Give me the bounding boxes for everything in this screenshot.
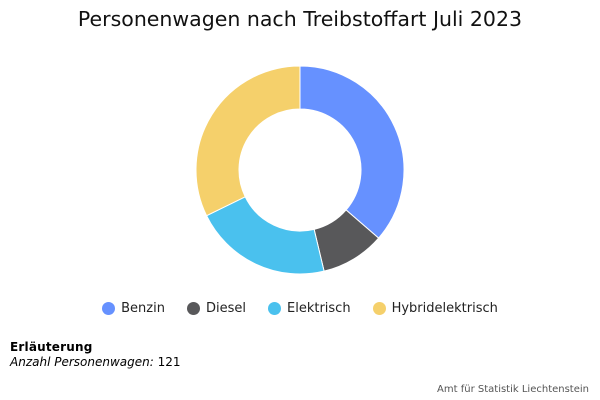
legend-label-elektrisch: Elektrisch: [287, 301, 351, 316]
explanation-note: Erläuterung Anzahl Personenwagen: 121: [10, 340, 181, 370]
legend-item-diesel[interactable]: Diesel: [186, 301, 246, 316]
chart-title: Personenwagen nach Treibstoffart Juli 20…: [77, 7, 523, 31]
legend-label-hybridelektrisch: Hybridelektrisch: [391, 301, 498, 316]
source-credit: Amt für Statistik Liechtenstein: [437, 384, 589, 395]
legend-marker-benzin: [102, 302, 116, 315]
legend-marker-elektrisch: [268, 302, 281, 315]
note-label: Anzahl Personenwagen:: [10, 355, 154, 369]
donut-slice-elektrisch[interactable]: [205, 196, 325, 275]
legend-label-diesel: Diesel: [205, 301, 246, 316]
legend-item-elektrisch[interactable]: Elektrisch: [268, 301, 351, 316]
legend-marker-hybridelektrisch: [372, 302, 386, 315]
legend-label-benzin: Benzin: [121, 301, 165, 316]
donut-slice-hybridelektrisch[interactable]: [195, 65, 301, 217]
donut-chart: [195, 65, 405, 275]
chart-legend: Benzin Diesel Elektrisch Hybridelektrisc…: [0, 301, 600, 316]
legend-marker-diesel: [186, 302, 200, 315]
legend-item-benzin[interactable]: Benzin: [102, 301, 165, 316]
legend-item-hybridelektrisch[interactable]: Hybridelektrisch: [372, 301, 498, 316]
donut-slice-benzin[interactable]: [299, 65, 405, 239]
note-heading: Erläuterung: [10, 340, 93, 354]
note-value: 121: [157, 355, 181, 369]
note-line: Anzahl Personenwagen: 121: [10, 355, 181, 370]
